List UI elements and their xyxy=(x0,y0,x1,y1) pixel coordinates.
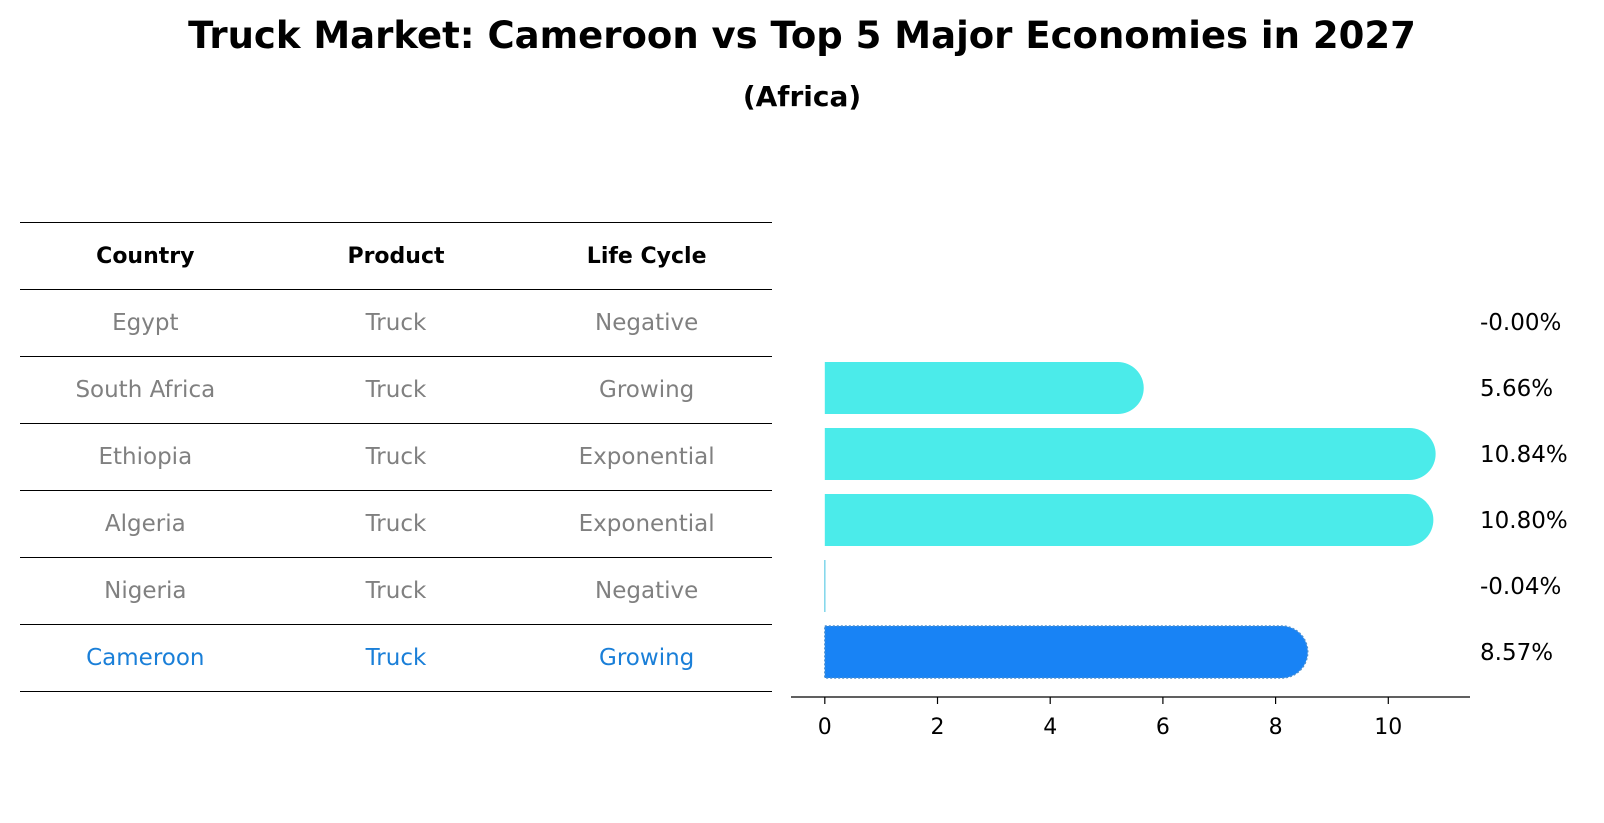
cell-country: Egypt xyxy=(20,289,271,357)
column-header-country: Country xyxy=(20,222,271,290)
cell-product: Truck xyxy=(270,423,522,491)
value-label: -0.00% xyxy=(1480,310,1561,336)
table-row: Egypt Truck Negative xyxy=(20,289,772,357)
cell-product: Truck xyxy=(270,557,522,625)
column-header-life-cycle: Life Cycle xyxy=(521,222,772,290)
bar xyxy=(824,428,1436,480)
cell-product: Truck xyxy=(270,624,522,692)
value-label: 5.66% xyxy=(1480,376,1553,402)
table-row: Nigeria Truck Negative xyxy=(20,557,772,625)
value-label: 10.84% xyxy=(1480,442,1568,468)
table-row: Ethiopia Truck Exponential xyxy=(20,423,772,491)
bar xyxy=(824,494,1434,546)
table-header-row: Country Product Life Cycle xyxy=(20,222,772,290)
value-label: 10.80% xyxy=(1480,508,1568,534)
cell-country: Nigeria xyxy=(20,557,271,625)
cell-life-cycle: Exponential xyxy=(521,423,772,491)
table-row: Algeria Truck Exponential xyxy=(20,490,772,558)
value-label: -0.04% xyxy=(1480,574,1561,600)
value-label: 8.57% xyxy=(1480,640,1553,666)
cell-country: South Africa xyxy=(20,356,271,424)
x-tick-label: 10 xyxy=(1374,715,1402,740)
x-tick-label: 0 xyxy=(818,715,832,740)
x-tick-label: 8 xyxy=(1269,715,1283,740)
bar-highlighted xyxy=(824,625,1309,679)
cell-life-cycle: Negative xyxy=(521,557,772,625)
cell-life-cycle: Growing xyxy=(521,624,772,692)
data-table: Country Product Life Cycle Egypt Truck N… xyxy=(20,222,772,692)
cell-life-cycle: Negative xyxy=(521,289,772,357)
cell-country: Ethiopia xyxy=(20,423,271,491)
column-header-product: Product xyxy=(270,222,522,290)
cell-life-cycle: Exponential xyxy=(521,490,772,558)
cell-country: Algeria xyxy=(20,490,271,558)
cell-product: Truck xyxy=(270,289,522,357)
x-tick-label: 6 xyxy=(1156,715,1170,740)
chart-subtitle: (Africa) xyxy=(742,80,862,113)
bar xyxy=(824,362,1144,414)
cell-product: Truck xyxy=(270,490,522,558)
x-tick-label: 2 xyxy=(931,715,945,740)
x-tick-label: 4 xyxy=(1043,715,1057,740)
cell-product: Truck xyxy=(270,356,522,424)
chart-title: Truck Market: Cameroon vs Top 5 Major Ec… xyxy=(188,14,1416,57)
table-row-highlighted: Cameroon Truck Growing xyxy=(20,624,772,692)
cell-country: Cameroon xyxy=(20,624,271,692)
table-row: South Africa Truck Growing xyxy=(20,356,772,424)
